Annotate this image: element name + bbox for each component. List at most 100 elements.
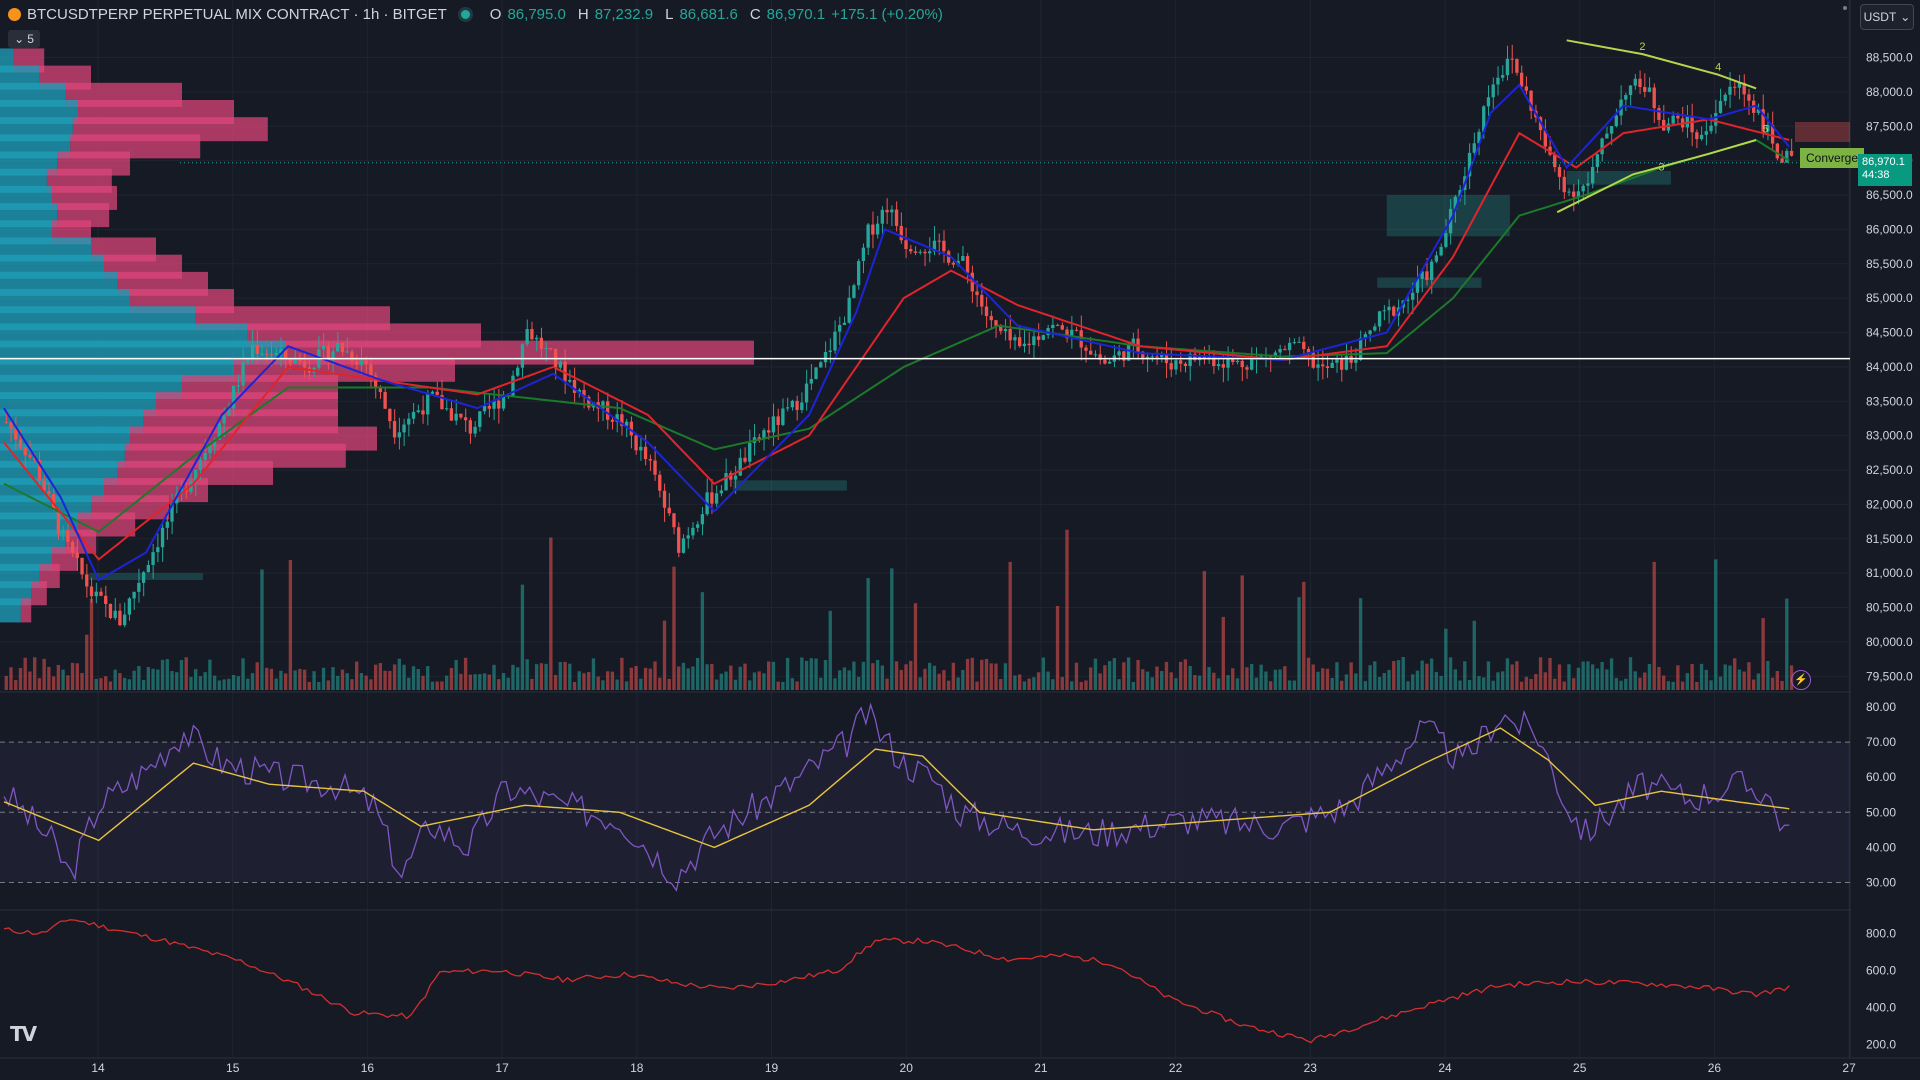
volume-bar <box>1501 671 1505 690</box>
candle-body <box>227 408 231 416</box>
candle-body <box>1231 358 1235 363</box>
volume-bar <box>1174 678 1178 690</box>
volume-bar <box>1278 669 1282 690</box>
volume-bar <box>1609 658 1614 690</box>
currency-label: USDT <box>1863 10 1897 24</box>
volume-bar <box>525 659 529 690</box>
candle-body <box>473 426 477 434</box>
candle-body <box>1411 292 1415 300</box>
volume-bar <box>506 677 510 690</box>
candle-body <box>1628 85 1633 96</box>
volume-bar <box>1761 618 1765 690</box>
volume-bar <box>1197 675 1202 690</box>
volume-bar <box>1628 657 1633 690</box>
volume-bar <box>1169 672 1173 690</box>
volume-bar <box>624 681 629 690</box>
volume-bar <box>1401 657 1405 690</box>
volume-bar <box>634 665 638 690</box>
volume-bar <box>1392 661 1396 690</box>
volume-bar <box>1605 669 1609 690</box>
profile-sell-bar <box>20 598 32 623</box>
volume-bar <box>1429 658 1434 690</box>
candle-body <box>459 413 463 418</box>
volume-bar <box>1183 659 1188 690</box>
candle-body <box>350 351 354 362</box>
volume-bar <box>852 661 856 690</box>
volume-bar <box>800 657 804 690</box>
candle-body <box>762 430 766 440</box>
change-value: +175.1 (+0.20%) <box>831 6 943 23</box>
volume-bar <box>553 675 558 690</box>
volume-bar <box>1581 661 1585 690</box>
candle-body <box>809 378 813 384</box>
profile-buy-bar <box>0 598 21 623</box>
volume-bar <box>643 667 648 690</box>
candle-body <box>1387 306 1391 311</box>
candle-body <box>980 295 984 307</box>
wave-label: 2 <box>1639 41 1645 53</box>
candle-body <box>1647 87 1652 92</box>
candle-body <box>331 351 335 361</box>
volume-bar <box>421 675 425 690</box>
candle-body <box>1197 355 1202 361</box>
volume-bar <box>1586 661 1590 690</box>
volume-bar <box>165 659 169 690</box>
volume-bar <box>1221 616 1225 690</box>
candle-body <box>1117 351 1121 356</box>
volume-bar <box>577 671 581 690</box>
candle-body <box>1605 133 1609 139</box>
volume-bar <box>568 663 572 690</box>
candle-body <box>1567 191 1571 193</box>
volume-bar <box>719 673 723 690</box>
candle-body <box>1363 334 1368 338</box>
price-tick-label: 81,000.0 <box>1866 566 1913 580</box>
symbol-title[interactable]: BTCUSDTPERP PERPETUAL MIX CONTRACT · 1h … <box>27 6 447 23</box>
volume-bar <box>1145 671 1150 690</box>
volume-bar <box>1259 664 1263 690</box>
volume-bar <box>1245 667 1249 690</box>
candle-body <box>104 595 108 604</box>
candle-body <box>691 527 695 536</box>
volume-bar <box>1486 661 1491 690</box>
candle-body <box>923 251 927 254</box>
volume-bar <box>1302 581 1306 690</box>
time-tick-label: 15 <box>226 1061 240 1075</box>
volume-bar <box>1756 673 1761 690</box>
candle-body <box>525 329 529 345</box>
volume-bar <box>99 678 103 690</box>
candle-body <box>606 401 610 420</box>
candle-body <box>1221 364 1225 368</box>
volume-bar <box>980 659 984 690</box>
currency-select[interactable]: USDT ⌄ <box>1860 4 1914 30</box>
volume-bar <box>1202 571 1207 690</box>
settings-dot-icon[interactable] <box>1843 6 1847 10</box>
candle-body <box>1770 124 1775 144</box>
candle-body <box>918 251 922 253</box>
candle-body <box>1581 185 1585 192</box>
rsi-tick-label: 50.00 <box>1866 805 1896 819</box>
volume-bar <box>435 681 439 690</box>
volume-bar <box>942 670 946 690</box>
candle-body <box>246 359 250 363</box>
candle-body <box>913 251 918 253</box>
volume-bar <box>1766 661 1770 690</box>
candle-body <box>667 507 671 514</box>
candle-body <box>1008 328 1012 341</box>
candle-body <box>1297 341 1301 343</box>
volume-bar <box>1453 669 1457 690</box>
volume-bar <box>47 666 51 690</box>
volume-bar <box>1733 658 1737 690</box>
candle-body <box>856 261 861 286</box>
volume-bar <box>75 663 79 690</box>
time-tick-label: 22 <box>1169 1061 1183 1075</box>
price-tick-label: 86,000.0 <box>1866 222 1913 236</box>
candle-body <box>1420 271 1424 279</box>
lightning-icon[interactable]: ⚡ <box>1791 670 1811 690</box>
indicators-collapse-button[interactable]: ⌄ 5 <box>8 30 40 48</box>
candle-body <box>634 435 638 451</box>
candle-body <box>56 508 61 534</box>
volume-bar <box>1785 598 1789 690</box>
volume-bar <box>534 664 539 690</box>
